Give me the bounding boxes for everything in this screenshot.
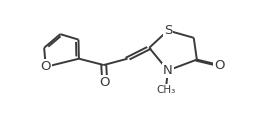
- Text: CH₃: CH₃: [156, 85, 175, 95]
- Text: N: N: [163, 64, 173, 77]
- Text: O: O: [214, 59, 225, 72]
- Text: O: O: [100, 76, 110, 89]
- Text: S: S: [164, 24, 172, 37]
- Text: CH₃: CH₃: [155, 85, 176, 95]
- Text: O: O: [41, 60, 51, 73]
